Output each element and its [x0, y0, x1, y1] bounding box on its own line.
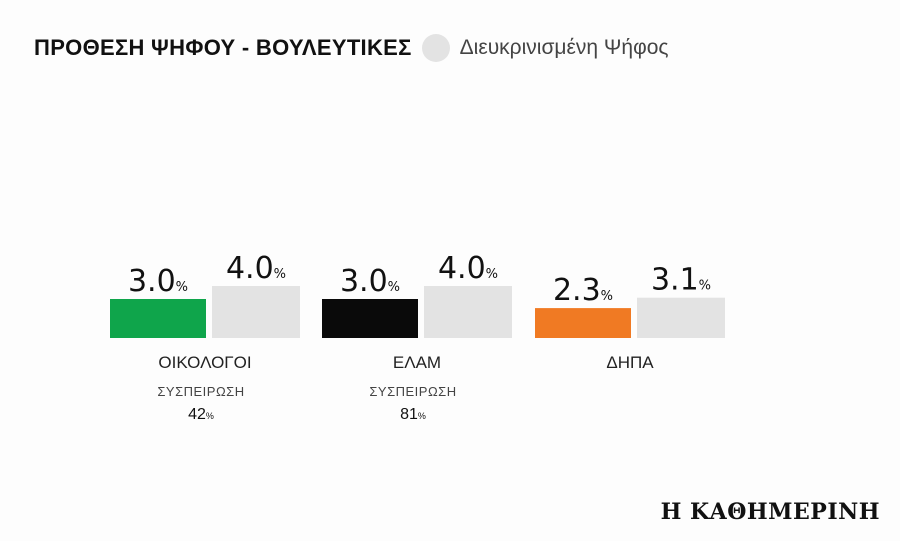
cohesion-label: ΣΥΣΠΕΙΡΩΣΗ — [157, 384, 244, 399]
data-label-decided: 4.0% — [438, 251, 498, 286]
category-label: ΔΗΠΑ — [606, 353, 654, 372]
publisher-logo: Η ΚΑΘΗΜΕΡΙΝΗ — [660, 499, 880, 525]
cohesion-label: ΣΥΣΠΕΙΡΩΣΗ — [369, 384, 456, 399]
bar-reported — [535, 308, 631, 338]
cohesion-value: 42% — [188, 406, 214, 423]
chart-title: ΠΡΟΘΕΣΗ ΨΗΦΟΥ - ΒΟΥΛΕΥΤΙΚΕΣ — [34, 35, 412, 60]
data-label-reported: 3.0% — [340, 264, 400, 299]
data-label-reported: 3.0% — [128, 264, 188, 299]
data-label-reported: 2.3% — [553, 273, 613, 308]
bar-decided — [424, 286, 512, 338]
data-label-decided: 3.1% — [651, 263, 711, 298]
category-label: ΟΙΚΟΛΟΓΟΙ — [158, 353, 251, 372]
data-label-decided: 4.0% — [226, 251, 286, 286]
legend-label: Διευκρινισμένη Ψήφος — [459, 36, 669, 59]
chart-header: ΠΡΟΘΕΣΗ ΨΗΦΟΥ - ΒΟΥΛΕΥΤΙΚΕΣ Διευκρινισμέ… — [34, 34, 669, 62]
bar-reported — [110, 299, 206, 338]
bar-reported — [322, 299, 418, 338]
bar-decided — [637, 297, 725, 338]
cohesion-value: 81% — [400, 406, 426, 423]
legend-swatch — [421, 34, 450, 62]
bar-decided — [212, 286, 300, 338]
category-label: ΕΛΑΜ — [393, 353, 441, 372]
